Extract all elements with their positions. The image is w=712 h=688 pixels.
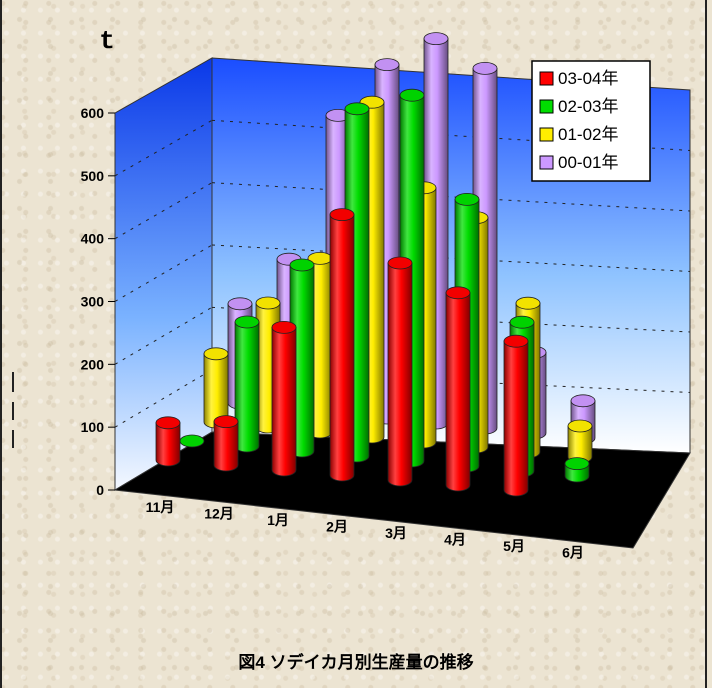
y-tick-label: 600: [81, 105, 105, 121]
x-tick-label: 5月: [503, 538, 525, 554]
y-tick-label: 500: [81, 168, 105, 184]
gridline: [211, 369, 691, 393]
left-edge-tick: [12, 402, 14, 420]
bar-top: [570, 394, 596, 408]
bar-body: [503, 340, 529, 497]
legend-swatch: [539, 155, 554, 170]
bar-top: [234, 315, 260, 329]
bar-body: [387, 262, 413, 487]
y-tick-label: 300: [81, 294, 105, 310]
bar-body: [213, 421, 239, 472]
y-tick-label: 0: [96, 482, 104, 498]
gridline: [114, 244, 213, 302]
bar-top: [515, 296, 541, 310]
bar-top: [329, 208, 355, 222]
bar-body: [271, 327, 297, 477]
bar-cylinder: [213, 415, 239, 472]
y-axis-label: t: [99, 26, 115, 56]
left-edge-tick: [12, 430, 14, 448]
x-tick-label: 11月: [146, 499, 175, 515]
bar-top: [567, 419, 593, 433]
left-edge-tick: [12, 372, 14, 392]
bar-top: [344, 102, 370, 116]
gridlines: [114, 119, 691, 428]
y-tick-label: 200: [81, 356, 105, 372]
bar-top: [503, 334, 529, 348]
x-tick-label: 1月: [267, 512, 289, 528]
x-tick-label: 2月: [326, 519, 348, 535]
legend-label: 01-02年: [558, 125, 618, 144]
bar-cylinder: [387, 256, 413, 487]
x-tick-label: 4月: [444, 532, 466, 548]
bars: [155, 32, 596, 497]
gridline: [114, 369, 213, 428]
legend-swatch: [539, 71, 554, 86]
gridline: [114, 119, 213, 177]
bar-top: [445, 286, 471, 300]
bar-cylinder: [329, 208, 355, 482]
gridline: [114, 306, 213, 365]
y-tick-label: 400: [81, 231, 105, 247]
bar-cylinder: [564, 457, 590, 483]
bar-cylinder: [503, 334, 529, 497]
bar-top: [509, 315, 535, 329]
bar-top: [399, 88, 425, 102]
gridline: [114, 182, 213, 240]
bar-top: [472, 62, 498, 75]
x-tick-label: 3月: [385, 525, 407, 541]
legend-label: 02-03年: [558, 97, 618, 116]
bar-cylinder: [445, 286, 471, 492]
bar-top: [454, 192, 480, 206]
bar-top: [255, 296, 281, 310]
legend: 03-04年 02-03年 01-02年 00-01年: [531, 60, 651, 182]
bar-top: [564, 457, 590, 471]
x-tick-label: 12月: [204, 506, 234, 522]
legend-label: 00-01年: [558, 153, 618, 172]
bar-cylinder: [155, 416, 181, 467]
bar-top: [289, 258, 315, 272]
bar-cylinder: [567, 419, 593, 464]
bar-top: [271, 320, 297, 334]
bar-top: [387, 256, 413, 270]
bar-top: [213, 415, 239, 429]
x-tick-label: 6月: [562, 545, 584, 561]
x-tick-labels: 11月 12月 1月 2月 3月 4月 5月 6月: [146, 499, 584, 561]
bar-top: [203, 347, 229, 361]
bar-cylinder: [234, 315, 260, 453]
bar-body: [445, 292, 471, 492]
chart-title: 図4 ソデイカ月別生産量の推移: [238, 652, 473, 672]
bar-cylinder: [179, 434, 205, 448]
bar-body: [234, 321, 260, 453]
gridline: [211, 244, 691, 272]
axes: t: [99, 26, 115, 56]
bar-body: [155, 422, 181, 467]
left-border-line: [0, 0, 2, 688]
bar-top: [227, 297, 253, 311]
y-tick-label: 100: [81, 419, 105, 435]
bar-top: [374, 58, 400, 71]
bar-body: [329, 214, 355, 482]
bar-top: [155, 416, 181, 430]
bar-top: [423, 32, 449, 45]
right-border-line: [705, 0, 707, 688]
legend-swatch: [539, 99, 554, 114]
legend-swatch: [539, 127, 554, 142]
legend-label: 03-04年: [558, 69, 618, 88]
bar-cylinder: [271, 320, 297, 477]
bar-top: [179, 434, 205, 448]
gridline: [211, 306, 691, 333]
y-tick-labels: 0 100 200 300 400 500 600: [81, 105, 115, 498]
